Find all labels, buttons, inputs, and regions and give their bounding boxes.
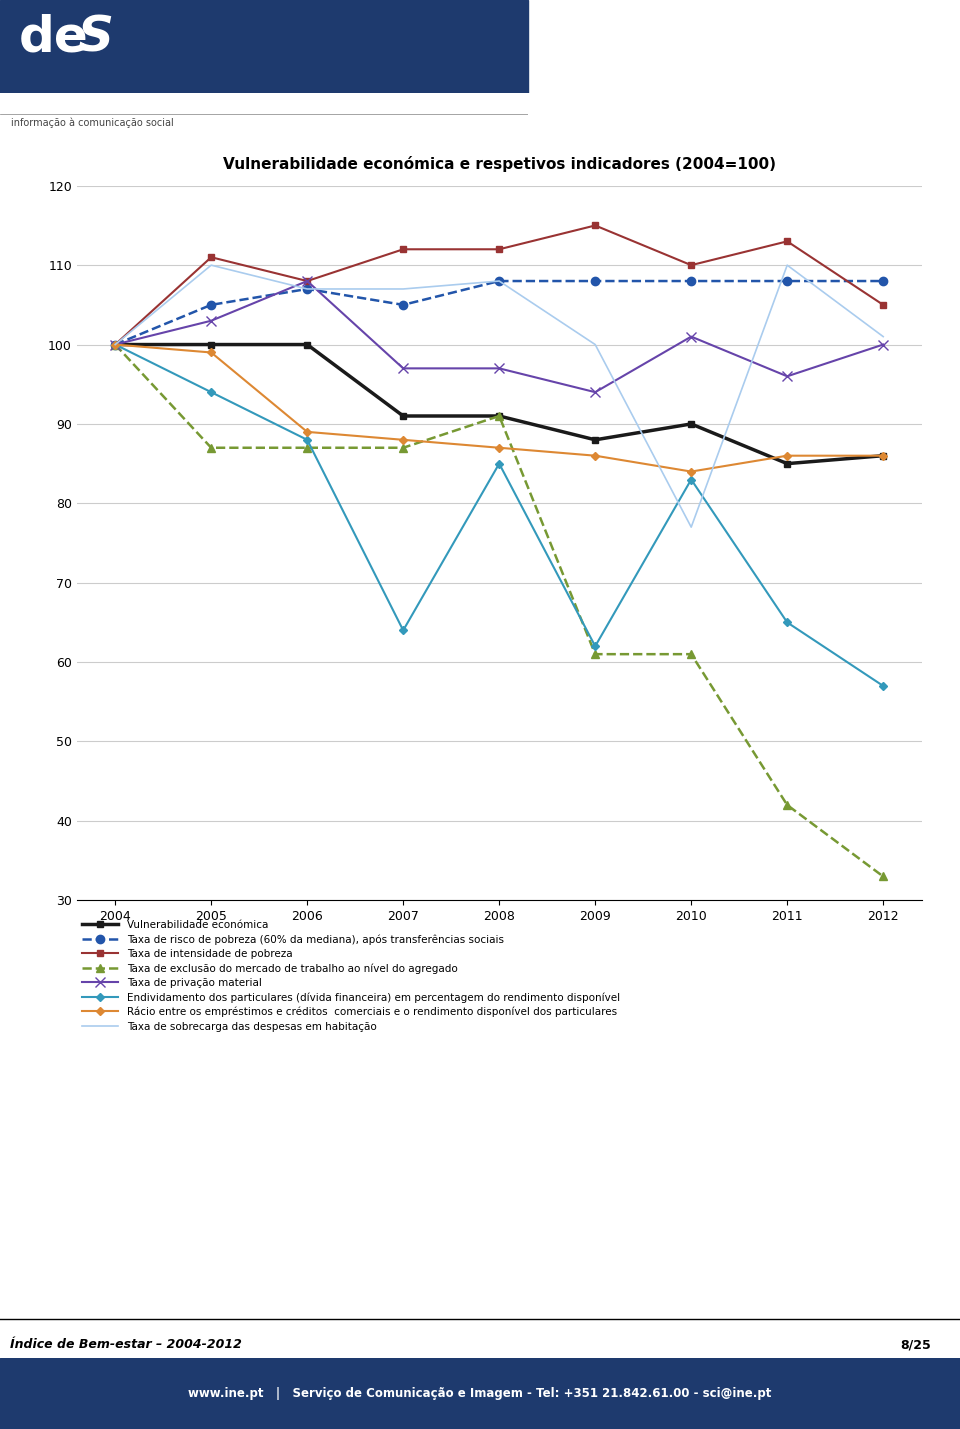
Rácio entre os empréstimos e créditos  comerciais e o rendimento disponível dos particulares: [301, 423, 313, 440]
Line: Taxa de intensidade de pobreza: Taxa de intensidade de pobreza: [111, 221, 887, 349]
Endividamento dos particulares (dívida financeira) em percentagem do rendimento disponível: [589, 637, 601, 654]
Taxa de risco de pobreza (60% da mediana), após transferências sociais: [301, 280, 313, 297]
Taxa de intensidade de pobreza: [589, 217, 601, 234]
Rácio entre os empréstimos e créditos  comerciais e o rendimento disponível dos particulares: [781, 447, 793, 464]
Taxa de sobrecarga das despesas em habitação: [589, 336, 601, 353]
Vulnerabilidade económica: [493, 407, 505, 424]
Line: Taxa de risco de pobreza (60% da mediana), após transferências sociais: Taxa de risco de pobreza (60% da mediana…: [111, 277, 887, 349]
Taxa de privação material: [877, 336, 889, 353]
Taxa de intensidade de pobreza: [205, 249, 217, 266]
Rácio entre os empréstimos e créditos  comerciais e o rendimento disponível dos particulares: [493, 439, 505, 456]
Endividamento dos particulares (dívida financeira) em percentagem do rendimento disponível: [301, 432, 313, 449]
Text: S: S: [77, 13, 113, 61]
Taxa de exclusão do mercado de trabalho ao nível do agregado: [109, 336, 121, 353]
Taxa de privação material: [109, 336, 121, 353]
Taxa de privação material: [589, 383, 601, 400]
Legend: Vulnerabilidade económica, Taxa de risco de pobreza (60% da mediana), após trans: Vulnerabilidade económica, Taxa de risco…: [82, 920, 620, 1032]
Text: 8/25: 8/25: [900, 1338, 931, 1352]
Line: Taxa de exclusão do mercado de trabalho ao nível do agregado: Taxa de exclusão do mercado de trabalho …: [111, 340, 887, 880]
Taxa de exclusão do mercado de trabalho ao nível do agregado: [589, 646, 601, 663]
Text: Índice de Bem-estar – 2004-2012: Índice de Bem-estar – 2004-2012: [10, 1338, 242, 1352]
Taxa de sobrecarga das despesas em habitação: [397, 280, 409, 297]
Taxa de sobrecarga das despesas em habitação: [877, 329, 889, 346]
Taxa de privação material: [781, 367, 793, 384]
Taxa de sobrecarga das despesas em habitação: [205, 257, 217, 274]
Taxa de sobrecarga das despesas em habitação: [685, 519, 697, 536]
Taxa de risco de pobreza (60% da mediana), após transferências sociais: [589, 273, 601, 290]
Title: Vulnerabilidade económica e respetivos indicadores (2004=100): Vulnerabilidade económica e respetivos i…: [223, 156, 776, 171]
Rácio entre os empréstimos e créditos  comerciais e o rendimento disponível dos particulares: [205, 344, 217, 362]
Text: www.ine.pt   |   Serviço de Comunicação e Imagem - Tel: +351 21.842.61.00 - sci@: www.ine.pt | Serviço de Comunicação e Im…: [188, 1386, 772, 1400]
Taxa de intensidade de pobreza: [109, 336, 121, 353]
Taxa de intensidade de pobreza: [877, 296, 889, 313]
Taxa de risco de pobreza (60% da mediana), após transferências sociais: [685, 273, 697, 290]
Taxa de privação material: [685, 329, 697, 346]
Taxa de intensidade de pobreza: [301, 273, 313, 290]
Vulnerabilidade económica: [109, 336, 121, 353]
Taxa de privação material: [397, 360, 409, 377]
Vulnerabilidade económica: [397, 407, 409, 424]
Taxa de intensidade de pobreza: [781, 233, 793, 250]
Taxa de risco de pobreza (60% da mediana), após transferências sociais: [205, 296, 217, 313]
Taxa de risco de pobreza (60% da mediana), após transferências sociais: [781, 273, 793, 290]
Taxa de risco de pobreza (60% da mediana), após transferências sociais: [493, 273, 505, 290]
Taxa de exclusão do mercado de trabalho ao nível do agregado: [493, 407, 505, 424]
Taxa de intensidade de pobreza: [493, 240, 505, 257]
Taxa de exclusão do mercado de trabalho ao nível do agregado: [781, 796, 793, 813]
Rácio entre os empréstimos e créditos  comerciais e o rendimento disponível dos particulares: [589, 447, 601, 464]
Endividamento dos particulares (dívida financeira) em percentagem do rendimento disponível: [493, 454, 505, 472]
Vulnerabilidade económica: [685, 416, 697, 433]
Endividamento dos particulares (dívida financeira) em percentagem do rendimento disponível: [781, 614, 793, 632]
Rácio entre os empréstimos e créditos  comerciais e o rendimento disponível dos particulares: [109, 336, 121, 353]
Endividamento dos particulares (dívida financeira) em percentagem do rendimento disponível: [877, 677, 889, 694]
Taxa de risco de pobreza (60% da mediana), após transferências sociais: [877, 273, 889, 290]
Taxa de exclusão do mercado de trabalho ao nível do agregado: [205, 439, 217, 456]
Taxa de privação material: [493, 360, 505, 377]
Taxa de intensidade de pobreza: [397, 240, 409, 257]
Vulnerabilidade económica: [589, 432, 601, 449]
Taxa de sobrecarga das despesas em habitação: [781, 257, 793, 274]
Rácio entre os empréstimos e créditos  comerciais e o rendimento disponível dos particulares: [685, 463, 697, 480]
Taxa de exclusão do mercado de trabalho ao nível do agregado: [301, 439, 313, 456]
Line: Vulnerabilidade económica: Vulnerabilidade económica: [112, 342, 886, 466]
Vulnerabilidade económica: [877, 447, 889, 464]
Rácio entre os empréstimos e créditos  comerciais e o rendimento disponível dos particulares: [877, 447, 889, 464]
Bar: [0, 0, 528, 93]
Line: Taxa de sobrecarga das despesas em habitação: Taxa de sobrecarga das despesas em habit…: [115, 266, 883, 527]
Taxa de risco de pobreza (60% da mediana), após transferências sociais: [109, 336, 121, 353]
Line: Endividamento dos particulares (dívida financeira) em percentagem do rendimento disponível: Endividamento dos particulares (dívida f…: [112, 342, 886, 689]
Endividamento dos particulares (dívida financeira) em percentagem do rendimento disponível: [109, 336, 121, 353]
Taxa de sobrecarga das despesas em habitação: [493, 273, 505, 290]
Endividamento dos particulares (dívida financeira) em percentagem do rendimento disponível: [397, 622, 409, 639]
Line: Taxa de privação material: Taxa de privação material: [110, 276, 888, 397]
Taxa de exclusão do mercado de trabalho ao nível do agregado: [877, 867, 889, 885]
Text: de: de: [19, 13, 89, 61]
Text: informação à comunicação social: informação à comunicação social: [11, 117, 174, 129]
Vulnerabilidade económica: [781, 454, 793, 472]
Vulnerabilidade económica: [301, 336, 313, 353]
Taxa de intensidade de pobreza: [685, 257, 697, 274]
Taxa de exclusão do mercado de trabalho ao nível do agregado: [397, 439, 409, 456]
Taxa de risco de pobreza (60% da mediana), após transferências sociais: [397, 296, 409, 313]
Taxa de exclusão do mercado de trabalho ao nível do agregado: [685, 646, 697, 663]
Vulnerabilidade económica: [205, 336, 217, 353]
Taxa de privação material: [205, 312, 217, 329]
Taxa de privação material: [301, 273, 313, 290]
Rácio entre os empréstimos e créditos  comerciais e o rendimento disponível dos particulares: [397, 432, 409, 449]
Endividamento dos particulares (dívida financeira) em percentagem do rendimento disponível: [205, 383, 217, 400]
Endividamento dos particulares (dívida financeira) em percentagem do rendimento disponível: [685, 472, 697, 489]
Line: Rácio entre os empréstimos e créditos  comerciais e o rendimento disponível dos particulares: Rácio entre os empréstimos e créditos co…: [112, 342, 886, 474]
Taxa de sobrecarga das despesas em habitação: [109, 336, 121, 353]
Taxa de sobrecarga das despesas em habitação: [301, 280, 313, 297]
